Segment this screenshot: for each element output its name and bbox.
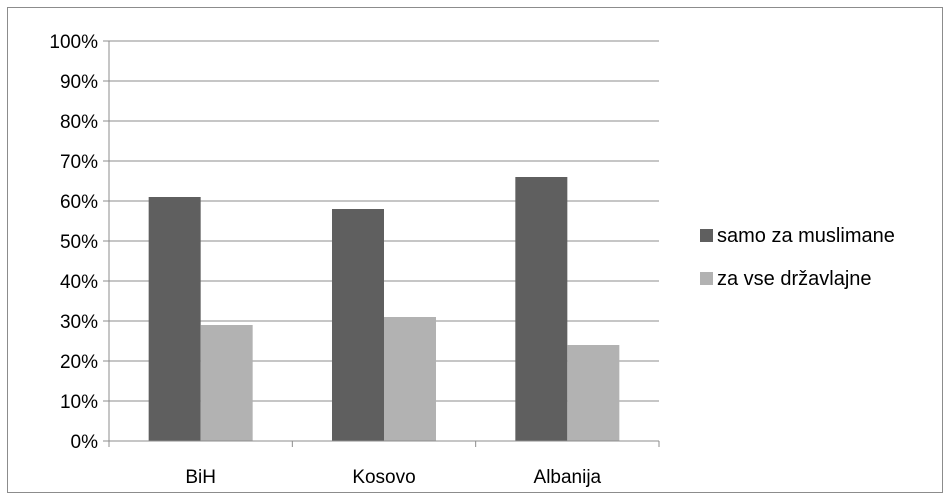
- y-tick-label: 80%: [60, 112, 98, 133]
- y-tick-label: 70%: [60, 152, 98, 173]
- bar-albanija-series-2: [567, 345, 620, 441]
- y-tick-label: 50%: [60, 232, 98, 253]
- y-tick-label: 100%: [49, 32, 98, 53]
- y-tick-label: 20%: [60, 352, 98, 373]
- bar-albanija-series-1: [515, 177, 568, 441]
- legend: samo za muslimane za vse državlajne: [700, 225, 895, 290]
- y-tick-label: 30%: [60, 312, 98, 333]
- bars: [148, 177, 620, 441]
- legend-swatch: [700, 229, 713, 242]
- bar-kosovo-series-2: [384, 317, 436, 441]
- y-tick-label: 0%: [71, 432, 99, 453]
- axes: [103, 40, 660, 447]
- x-tick-labels: BiH Kosovo Albanija: [185, 467, 601, 488]
- x-tick-label: Albanija: [534, 467, 602, 488]
- y-tick-label: 40%: [60, 272, 98, 293]
- bar-kosovo-series-1: [332, 209, 384, 441]
- legend-swatch: [700, 272, 713, 285]
- x-tick-label: Kosovo: [352, 467, 415, 488]
- legend-label: za vse državlajne: [717, 268, 872, 290]
- y-tick-label: 90%: [60, 72, 98, 93]
- y-tick-labels: 0% 10% 20% 30% 40% 50% 60% 70% 80% 90% 100%: [49, 32, 98, 453]
- x-tick-label: BiH: [185, 467, 216, 488]
- bar-bih-series-2: [200, 325, 253, 441]
- legend-label: samo za muslimane: [717, 225, 895, 247]
- y-tick-label: 10%: [60, 392, 98, 413]
- y-tick-label: 60%: [60, 192, 98, 213]
- bar-bih-series-1: [148, 197, 201, 441]
